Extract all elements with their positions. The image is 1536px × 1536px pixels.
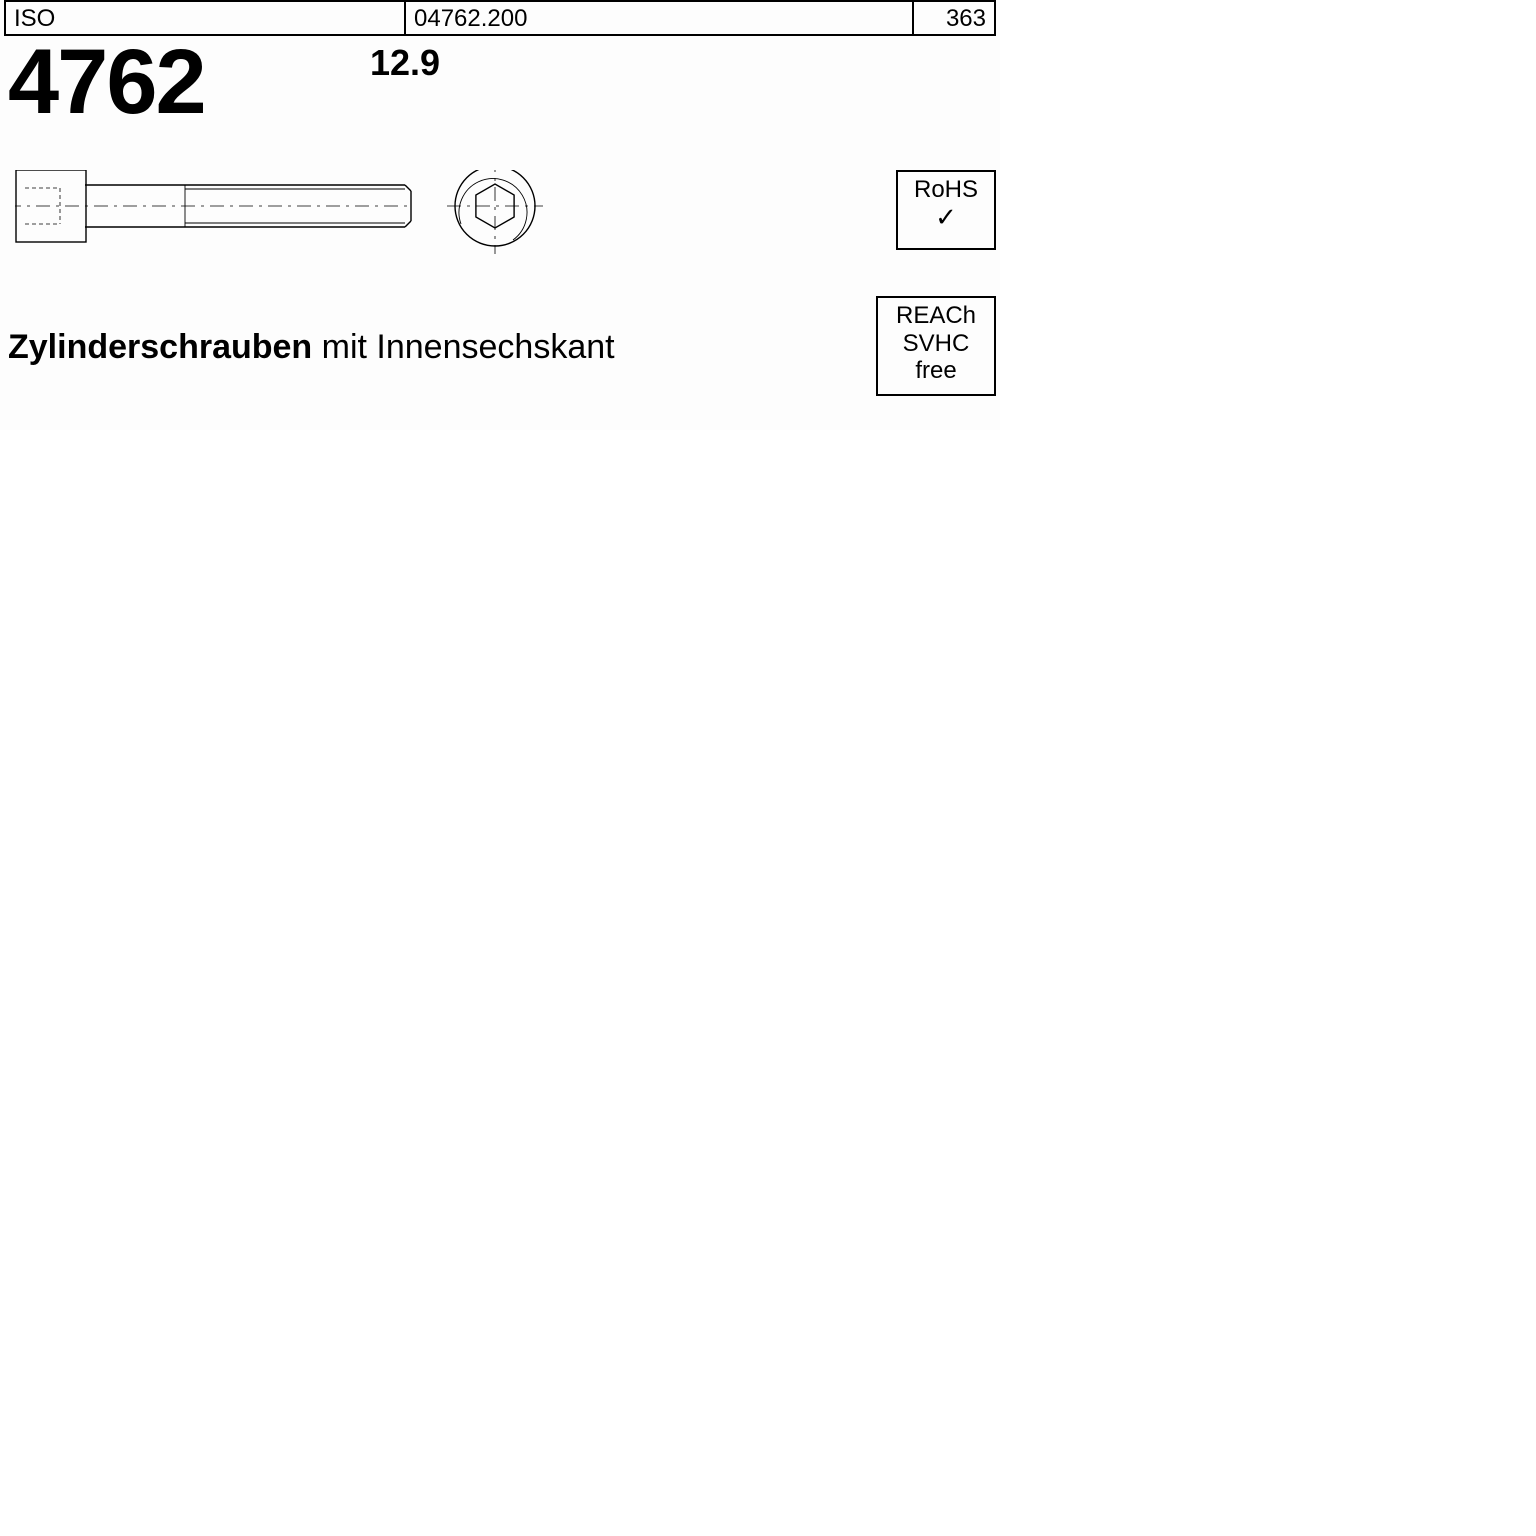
title-bold: Zylinderschrauben <box>8 328 312 366</box>
reach-line1: REACh <box>878 302 994 330</box>
screw-diagram <box>15 170 575 260</box>
rohs-label: RoHS <box>898 176 994 204</box>
reach-line2: SVHC <box>878 330 994 358</box>
rohs-check-icon: ✓ <box>898 204 994 230</box>
strength-grade: 12.9 <box>370 42 440 84</box>
product-sheet: ISO 04762.200 363 4762 12.9 Zylinderschr… <box>0 0 1000 430</box>
title-rest: mit Innensechskant <box>312 328 614 366</box>
reach-badge: REACh SVHC free <box>876 296 996 396</box>
rohs-badge: RoHS ✓ <box>896 170 996 250</box>
reach-line3: free <box>878 357 994 385</box>
iso-number: 4762 <box>8 30 205 135</box>
header-code: 04762.200 <box>406 2 914 34</box>
header-page: 363 <box>914 2 994 34</box>
product-title: Zylinderschrauben mit Innensechskant <box>8 328 615 367</box>
